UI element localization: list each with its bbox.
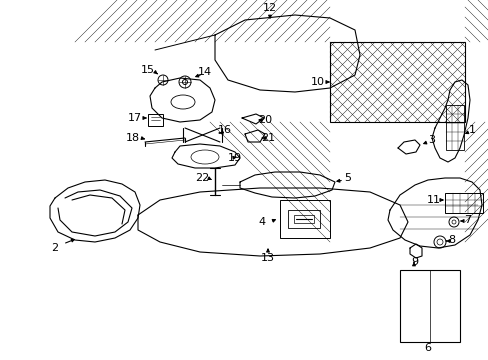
Text: 13: 13: [261, 253, 274, 263]
Text: 2: 2: [51, 243, 59, 253]
Text: 11: 11: [426, 195, 440, 205]
Text: 10: 10: [310, 77, 325, 87]
Text: 1: 1: [468, 125, 474, 135]
Text: 4: 4: [258, 217, 265, 227]
Bar: [445, 105, 463, 150]
Bar: [280, 200, 329, 238]
Bar: [148, 114, 163, 126]
Text: 9: 9: [410, 257, 418, 267]
Text: 12: 12: [263, 3, 277, 13]
Text: 18: 18: [126, 133, 140, 143]
Text: 16: 16: [218, 125, 231, 135]
Text: 15: 15: [141, 65, 155, 75]
Text: 14: 14: [198, 67, 212, 77]
Text: 17: 17: [128, 113, 142, 123]
Bar: [293, 215, 313, 223]
Text: 8: 8: [447, 235, 455, 245]
Text: 7: 7: [464, 215, 470, 225]
Text: 5: 5: [344, 173, 351, 183]
Bar: [287, 210, 319, 228]
Text: 21: 21: [261, 133, 274, 143]
Text: 19: 19: [227, 153, 242, 163]
Text: 3: 3: [427, 135, 435, 145]
Text: 6: 6: [424, 343, 430, 353]
Bar: [399, 270, 459, 342]
Text: 22: 22: [195, 173, 209, 183]
Bar: [329, 42, 464, 122]
Text: 20: 20: [257, 115, 271, 125]
Bar: [444, 193, 482, 213]
